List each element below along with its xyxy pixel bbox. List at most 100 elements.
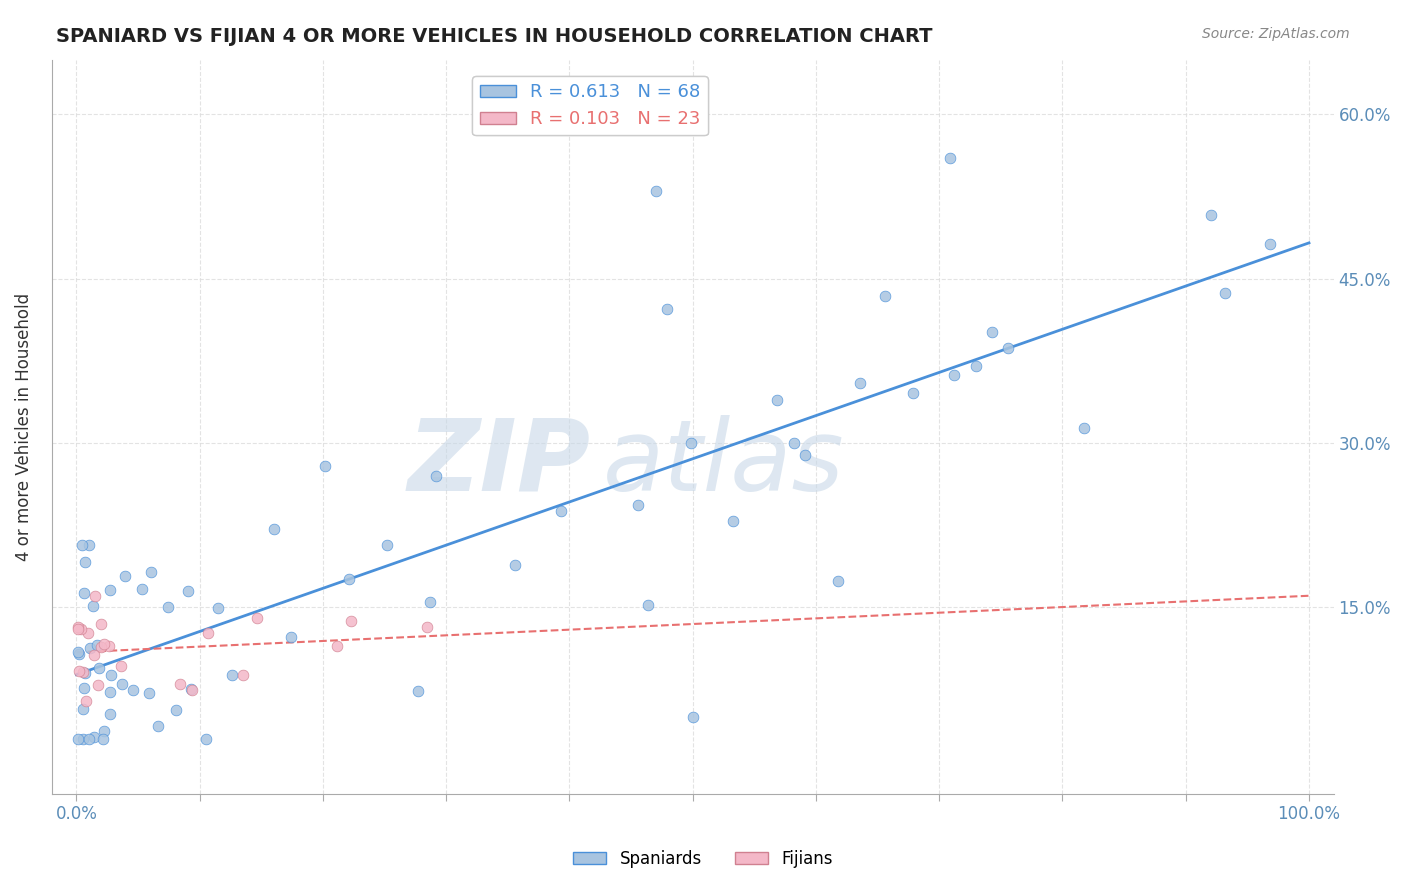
Point (246, 611, 269, 625)
Point (997, 341, 1019, 355)
Point (131, 582, 153, 597)
Point (98, 684, 121, 698)
Legend: Spaniards, Fijians: Spaniards, Fijians (567, 844, 839, 875)
Point (157, 599, 180, 614)
Point (194, 731, 217, 746)
Point (91, 731, 114, 746)
Point (67, 664, 90, 678)
Point (93, 637, 115, 651)
Point (72, 665, 94, 679)
Point (79, 640, 101, 655)
Point (943, 368, 966, 382)
Point (73, 666, 96, 681)
Point (827, 574, 849, 589)
Point (314, 459, 336, 474)
Point (70, 538, 93, 552)
Text: ZIP: ZIP (408, 415, 591, 512)
Point (98, 583, 121, 598)
Point (177, 583, 200, 598)
Point (66, 731, 89, 746)
Point (72, 731, 94, 746)
Point (980, 325, 1002, 339)
Point (70, 623, 93, 637)
Point (114, 569, 136, 583)
Point (681, 435, 703, 450)
Point (280, 630, 302, 644)
Point (84, 590, 107, 604)
Point (721, 514, 744, 528)
Point (644, 184, 666, 198)
Point (263, 522, 285, 536)
Point (77, 538, 100, 552)
Point (110, 658, 132, 673)
Point (232, 668, 254, 682)
Point (682, 710, 704, 724)
Point (83, 731, 105, 745)
Point (138, 686, 160, 700)
Point (901, 386, 924, 401)
Point (67, 645, 90, 659)
Point (72, 702, 94, 716)
Text: atlas: atlas (603, 415, 845, 512)
Point (657, 301, 679, 316)
Point (782, 436, 804, 450)
Point (165, 703, 187, 717)
Point (766, 392, 789, 407)
Point (73, 681, 96, 695)
Point (75, 555, 97, 569)
Point (793, 448, 815, 462)
Point (340, 614, 363, 628)
Point (207, 600, 229, 615)
Point (1073, 421, 1095, 435)
Point (221, 668, 243, 682)
Point (406, 683, 429, 698)
Y-axis label: 4 or more Vehicles in Household: 4 or more Vehicles in Household (15, 293, 32, 561)
Text: SPANIARD VS FIJIAN 4 OR MORE VEHICLES IN HOUSEHOLD CORRELATION CHART: SPANIARD VS FIJIAN 4 OR MORE VEHICLES IN… (56, 27, 932, 45)
Point (627, 498, 650, 512)
Point (87, 661, 110, 675)
Point (93, 723, 115, 738)
Point (1213, 285, 1236, 300)
Point (146, 719, 169, 733)
Point (197, 626, 219, 640)
Point (122, 683, 145, 698)
Legend: R = 0.613   N = 68, R = 0.103   N = 23: R = 0.613 N = 68, R = 0.103 N = 23 (472, 76, 707, 136)
Point (169, 677, 191, 691)
Point (86, 638, 108, 652)
Text: Source: ZipAtlas.com: Source: ZipAtlas.com (1202, 27, 1350, 41)
Point (180, 683, 202, 698)
Point (87, 678, 110, 692)
Point (180, 681, 202, 696)
Point (66, 619, 89, 633)
Point (77, 731, 100, 746)
Point (419, 595, 441, 609)
Point (97, 639, 120, 653)
Point (83, 648, 105, 663)
Point (965, 359, 987, 374)
Point (75, 694, 97, 708)
Point (938, 151, 960, 165)
Point (375, 538, 398, 552)
Point (66, 622, 89, 636)
Point (82, 599, 104, 613)
Point (67, 648, 90, 662)
Point (503, 558, 526, 573)
Point (637, 598, 659, 612)
Point (90, 616, 112, 631)
Point (337, 572, 360, 586)
Point (1260, 237, 1282, 252)
Point (100, 706, 122, 721)
Point (326, 639, 349, 653)
Point (425, 469, 447, 483)
Point (73, 586, 96, 600)
Point (100, 668, 122, 682)
Point (550, 504, 572, 518)
Point (415, 619, 437, 633)
Point (875, 289, 897, 303)
Point (848, 376, 870, 390)
Point (139, 565, 162, 579)
Point (90, 640, 112, 654)
Point (111, 677, 134, 691)
Point (1201, 208, 1223, 222)
Point (76, 626, 98, 640)
